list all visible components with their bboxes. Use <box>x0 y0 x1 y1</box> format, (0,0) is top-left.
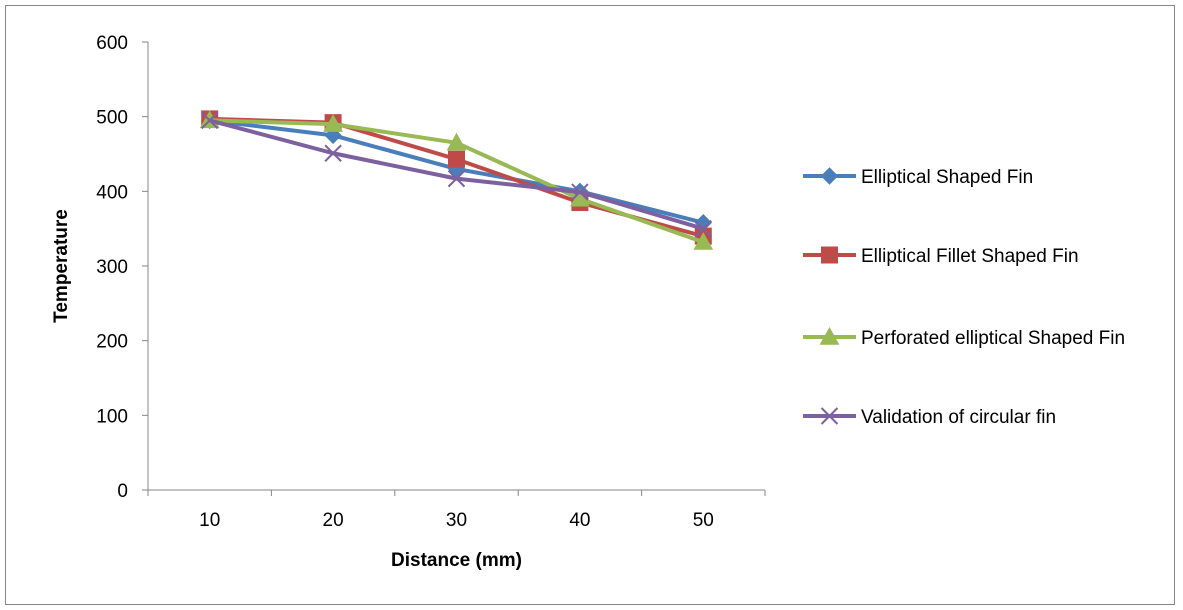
y-axis-title: Temperature <box>51 209 72 323</box>
legend: Elliptical Shaped Fin Elliptical Fillet S… <box>803 167 1125 428</box>
legend-marker <box>820 407 839 425</box>
x-tick-label: 40 <box>569 510 590 531</box>
data-point <box>324 144 342 162</box>
axes <box>147 42 765 491</box>
x-tick-label: 30 <box>446 510 467 531</box>
line-chart: 0 100 200 300 400 500 600 10 20 30 40 50 Elliptica… <box>51 33 1125 571</box>
series-group <box>199 110 714 250</box>
x-ticks: 10 20 30 40 50 <box>147 490 766 531</box>
data-point <box>447 169 466 188</box>
y-ticks: 0 100 200 300 400 500 600 <box>96 33 148 502</box>
data-point <box>694 219 713 238</box>
x-tick-label: 50 <box>693 510 714 531</box>
data-point <box>448 150 465 168</box>
data-point <box>323 114 343 132</box>
data-point <box>571 183 589 201</box>
legend-label: Perforated elliptical Shaped Fin <box>861 328 1125 349</box>
legend-entry: Elliptical Shaped Fin <box>803 167 1033 188</box>
x-tick-label: 10 <box>199 510 220 531</box>
y-tick-label: 400 <box>96 182 128 203</box>
legend-marker <box>820 167 839 185</box>
legend-entry: Validation of circular fin <box>803 407 1056 428</box>
legend-marker <box>819 326 840 345</box>
y-tick-label: 600 <box>96 33 128 54</box>
chart-area: 0 100 200 300 400 500 600 10 20 30 40 50 Elliptica… <box>5 5 1175 605</box>
x-tick-label: 20 <box>323 510 344 531</box>
y-tick-label: 0 <box>117 481 128 502</box>
y-tick-label: 200 <box>96 332 128 353</box>
legend-label: Elliptical Shaped Fin <box>861 167 1033 188</box>
y-tick-label: 300 <box>96 257 128 278</box>
data-point <box>200 111 219 130</box>
x-axis-title: Distance (mm) <box>391 550 522 571</box>
y-tick-label: 500 <box>96 108 128 129</box>
legend-label: Elliptical Fillet Shaped Fin <box>861 246 1079 267</box>
legend-label: Validation of circular fin <box>861 407 1056 428</box>
data-point <box>446 132 467 151</box>
legend-entry: Perforated elliptical Shaped Fin <box>803 326 1125 349</box>
y-tick-label: 100 <box>96 406 128 427</box>
series-x <box>200 111 713 238</box>
data-point <box>693 232 714 250</box>
series-diamond <box>200 111 713 232</box>
legend-marker <box>821 246 838 264</box>
legend-entry: Elliptical Fillet Shaped Fin <box>803 246 1079 267</box>
